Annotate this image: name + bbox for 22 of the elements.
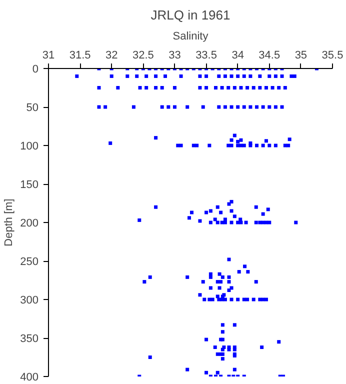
y-tick-label: 350 — [20, 333, 39, 345]
x-tick-label: 34.5 — [258, 50, 280, 62]
x-tick-label: 31.5 — [69, 50, 91, 62]
y-tick-label: 50 — [26, 102, 39, 114]
chart-title: JRLQ in 1961 — [150, 8, 230, 22]
x-tick-label: 32.5 — [132, 50, 154, 62]
y-tick-label: 250 — [20, 256, 39, 268]
x-axis-title: Salinity — [172, 30, 209, 42]
x-tick-label: 35 — [294, 50, 308, 62]
y-tick-label: 150 — [20, 179, 39, 191]
x-tick-label: 31 — [42, 50, 55, 62]
x-tick-label: 35.5 — [322, 50, 344, 62]
x-tick-label: 34 — [232, 50, 244, 62]
y-tick-label: 300 — [20, 294, 39, 306]
y-tick-label: 400 — [20, 372, 39, 384]
y-axis-title: Depth [m] — [3, 198, 16, 246]
y-tick-label: 0 — [32, 64, 39, 76]
x-tick-label: 33 — [168, 50, 181, 62]
x-tick-label: 33.5 — [196, 50, 217, 62]
y-tick-label: 100 — [20, 140, 39, 152]
y-tick-label: 200 — [20, 218, 39, 230]
x-tick-label: 32 — [105, 50, 118, 62]
